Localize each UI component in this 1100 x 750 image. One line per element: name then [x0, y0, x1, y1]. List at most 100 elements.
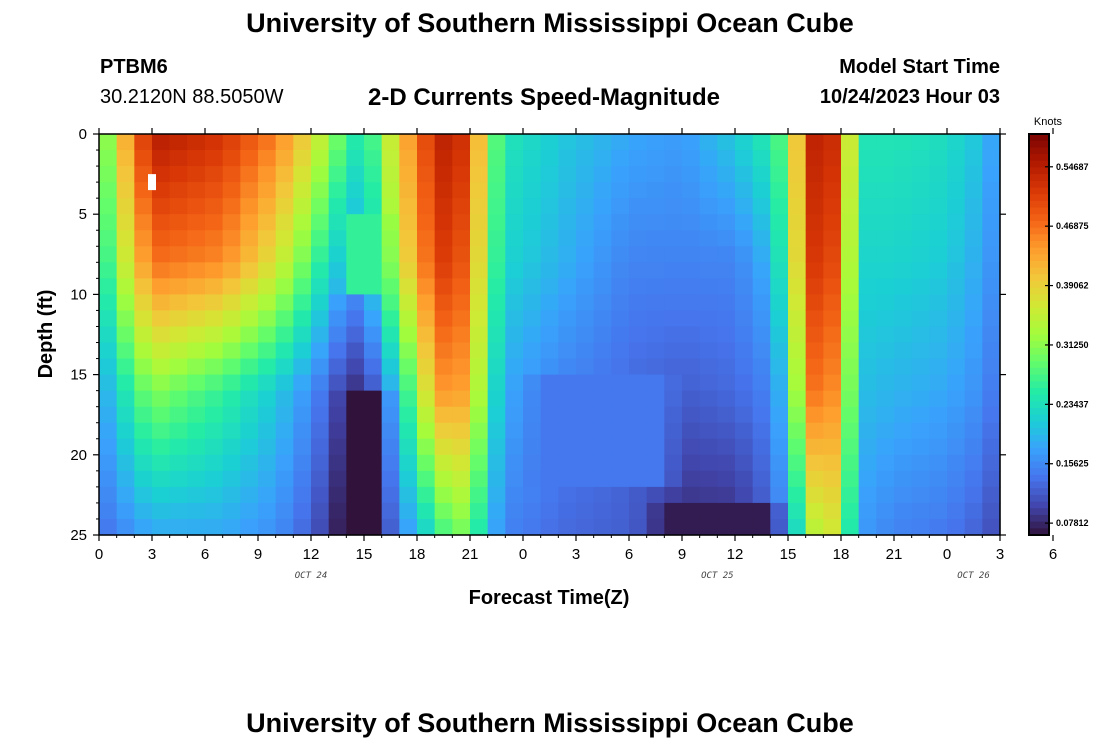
heatmap-cell — [205, 150, 224, 167]
heatmap-cell — [982, 502, 1001, 520]
colorbar-segment — [1029, 408, 1049, 416]
heatmap-cell — [911, 374, 930, 392]
heatmap-cell — [205, 422, 224, 440]
heatmap-cell — [505, 486, 524, 504]
heatmap-cell — [434, 502, 453, 520]
heatmap-cell — [629, 470, 648, 488]
heatmap-cell — [558, 310, 577, 328]
heatmap-cell — [805, 422, 824, 440]
heatmap-cell — [982, 246, 1001, 263]
colorbar-tick-label: 0.46875 — [1056, 221, 1089, 231]
heatmap-cell — [452, 342, 471, 360]
heatmap-cell — [275, 406, 294, 424]
heatmap-cell — [629, 278, 648, 295]
heatmap-cell — [134, 438, 153, 456]
heatmap-cell — [929, 262, 948, 279]
heatmap-cell — [964, 262, 983, 279]
heatmap-cell — [664, 358, 683, 376]
heatmap-cell — [717, 502, 736, 520]
heatmap-cell — [929, 246, 948, 263]
heatmap-cell — [841, 182, 860, 199]
heatmap-cell — [134, 518, 153, 536]
heatmap-cell — [399, 246, 418, 263]
heatmap-cell — [752, 150, 771, 167]
date-label: OCT 24 — [295, 571, 328, 581]
heatmap-cell — [169, 422, 188, 440]
missing-data-cell — [148, 174, 156, 191]
heatmap-cell — [99, 454, 118, 472]
heatmap-cell — [593, 182, 612, 199]
heatmap-cell — [964, 246, 983, 263]
heatmap-cell — [699, 486, 718, 504]
heatmap-cell — [417, 518, 436, 536]
heatmap-cell — [593, 502, 612, 520]
heatmap-cell — [788, 278, 807, 295]
heatmap-cell — [911, 150, 930, 167]
heatmap-figure: 0 5 10 15 20 25 0 3 6 9 12 15 18 21 0 3 6 9 12 15 18 21 0 3 6 OCT… — [35, 116, 1089, 609]
heatmap-cell — [222, 150, 241, 167]
heatmap-cell — [911, 262, 930, 279]
heatmap-cell — [593, 342, 612, 360]
heatmap-cell — [699, 342, 718, 360]
heatmap-cell — [770, 134, 789, 151]
heatmap-cell — [911, 198, 930, 215]
heatmap-cell — [434, 518, 453, 536]
heatmap-cell — [646, 278, 665, 295]
heatmap-cell — [629, 406, 648, 424]
heatmap-cell — [399, 518, 418, 536]
heatmap-cell — [717, 182, 736, 199]
heatmap-cell — [752, 390, 771, 408]
heatmap-cell — [964, 406, 983, 424]
heatmap-cell — [947, 502, 966, 520]
heatmap-cell — [576, 390, 595, 408]
x-tick-label: 6 — [625, 546, 633, 563]
heatmap-cell — [346, 342, 365, 360]
heatmap-cell — [682, 182, 701, 199]
heatmap-cell — [805, 214, 824, 231]
heatmap-cell — [841, 454, 860, 472]
heatmap-cell — [487, 342, 506, 360]
heatmap-cell — [770, 422, 789, 440]
y-tick-label: 10 — [70, 286, 87, 303]
heatmap-cell — [364, 230, 383, 247]
heatmap-cell — [841, 166, 860, 183]
heatmap-cell — [929, 182, 948, 199]
heatmap-cell — [735, 374, 754, 392]
heatmap-cell — [487, 390, 506, 408]
heatmap-cell — [187, 374, 206, 392]
heatmap-cell — [311, 422, 330, 440]
heatmap-cell — [894, 406, 913, 424]
heatmap-cell — [116, 150, 135, 167]
heatmap-cell — [593, 166, 612, 183]
colorbar-segment — [1029, 247, 1049, 255]
heatmap-cell — [328, 502, 347, 520]
heatmap-cell — [752, 502, 771, 520]
heatmap-cell — [876, 390, 895, 408]
heatmap-cell — [452, 518, 471, 536]
heatmap-cell — [381, 374, 400, 392]
heatmap-cell — [770, 374, 789, 392]
heatmap-cell — [152, 470, 171, 488]
heatmap-cell — [275, 198, 294, 215]
heatmap-cell — [717, 390, 736, 408]
heatmap-cell — [699, 278, 718, 295]
colorbar-segment — [1029, 448, 1049, 456]
heatmap-cell — [487, 198, 506, 215]
heatmap-cell — [823, 486, 842, 504]
heatmap-cell — [381, 422, 400, 440]
heatmap-cell — [735, 358, 754, 376]
heatmap-cell — [982, 438, 1001, 456]
heatmap-cell — [876, 182, 895, 199]
colorbar-units: Knots — [1034, 116, 1063, 128]
heatmap-cell — [487, 422, 506, 440]
heatmap-cell — [982, 262, 1001, 279]
heatmap-cell — [823, 454, 842, 472]
heatmap-cell — [858, 230, 877, 247]
heatmap-cell — [399, 166, 418, 183]
heatmap-cell — [116, 262, 135, 279]
heatmap-cell — [858, 326, 877, 344]
heatmap-cell — [364, 470, 383, 488]
heatmap-cell — [240, 278, 259, 295]
heatmap-cell — [894, 454, 913, 472]
heatmap-cell — [576, 134, 595, 151]
